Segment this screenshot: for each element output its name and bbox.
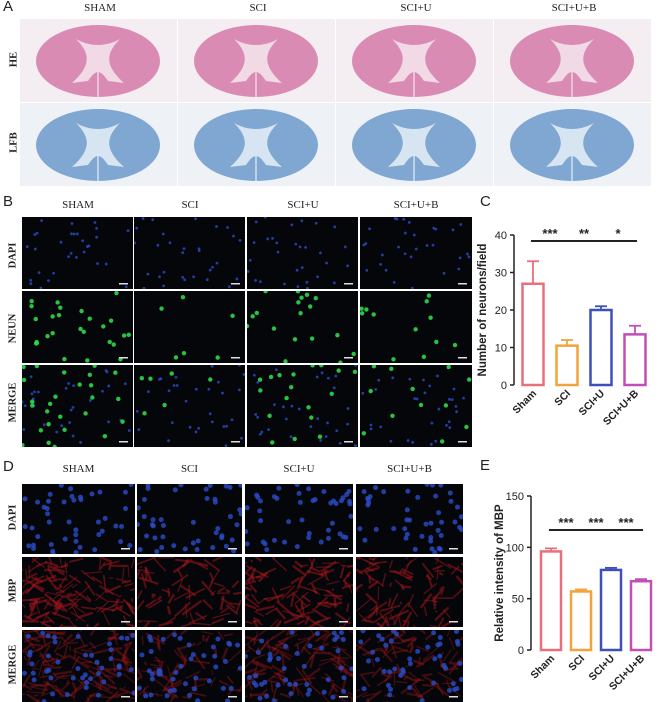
panel-a-col-sciu: SCI+U (400, 2, 432, 14)
mbp-dapi-sciu (245, 484, 353, 554)
neun-neun-sciub (360, 291, 472, 363)
mbp-dapi-sciub (356, 484, 463, 554)
mbp-merge-sciub (356, 630, 463, 702)
significance-label: *** (542, 226, 558, 241)
y-tick-label: 40 (495, 230, 507, 242)
neun-dapi-sciub (360, 217, 472, 289)
panel-b-col-sham: SHAM (62, 199, 94, 211)
bar-3 (623, 333, 647, 387)
panel-d-row-merge: MERGE (7, 644, 19, 685)
significance-label: * (615, 226, 621, 241)
x-tick-label: Sham (510, 388, 539, 417)
neun-neun-sciu (247, 291, 358, 363)
panel-a-col-sciub: SCI+U+B (551, 2, 597, 14)
y-tick-label: 100 (506, 542, 524, 554)
mbp-merge-sci (137, 630, 242, 702)
panel-d-row-dapi: DAPI (7, 504, 19, 531)
bar-2 (599, 568, 623, 652)
x-tick-label: SCI+U (577, 388, 608, 419)
neun-merge-sciu (247, 365, 358, 447)
x-tick-label: SCI+U+B (601, 387, 642, 428)
neun-neun-sham (22, 291, 133, 363)
significance-label: *** (618, 515, 634, 530)
bar-0 (539, 550, 563, 652)
bar-2 (589, 308, 613, 387)
panel-a-letter: A (3, 0, 14, 15)
panel-b-row-neun: NEUN (7, 313, 19, 344)
mbp-mbp-sciub (356, 557, 463, 627)
significance-label: *** (558, 515, 574, 530)
panel-e-letter: E (480, 457, 491, 474)
panel-a-col-sham: SHAM (84, 2, 116, 14)
y-tick-label: 150 (506, 491, 524, 503)
bar-1 (569, 590, 593, 652)
section-lfb-sciu (336, 103, 493, 186)
mbp-mbp-sham (22, 557, 135, 627)
panel-a-col-sci: SCI (249, 2, 267, 14)
y-tick-label: 30 (495, 268, 507, 280)
y-tick-label: 10 (495, 343, 507, 355)
y-axis-label: Number of neurons/field (477, 244, 489, 377)
bar-3 (629, 579, 653, 652)
panel-b-col-sciu: SCI+U (287, 199, 319, 211)
y-axis-label: Relative intensity of MBP (494, 504, 506, 642)
bar-0 (521, 282, 545, 387)
section-he-sham (20, 19, 177, 102)
mbp-mbp-sciu (245, 557, 353, 627)
section-he-sciub (494, 19, 651, 102)
panel-b-col-sciub: SCI+U+B (393, 199, 439, 211)
section-he-sci (178, 19, 335, 102)
neun-merge-sham (22, 365, 133, 447)
panel-c-letter: C (480, 193, 491, 210)
panel-d-col-sciu: SCI+U (283, 463, 315, 475)
section-lfb-sciub (494, 103, 651, 186)
panel-b-row-dapi: DAPI (7, 242, 19, 269)
neun-dapi-sham (22, 217, 133, 289)
panel-a-row-lfb: LFB (8, 132, 20, 153)
y-tick-label: 0 (518, 645, 524, 657)
panel-b-row-merge: MERGE (7, 382, 19, 423)
section-lfb-sci (178, 103, 335, 186)
panel-b-letter: B (3, 193, 14, 210)
panel-d-col-sciub: SCI+U+B (387, 463, 432, 475)
panel-d-row-mbp: MBP (7, 578, 19, 603)
mbp-merge-sham (22, 630, 135, 702)
panel-d-col-sham: SHAM (62, 463, 95, 475)
y-tick-label: 0 (501, 380, 507, 392)
neun-merge-sci (134, 365, 245, 447)
neun-merge-sciub (360, 365, 472, 447)
section-lfb-sham (20, 103, 177, 186)
significance-label: ** (579, 226, 590, 241)
neun-dapi-sciu (247, 217, 358, 289)
mbp-dapi-sham (22, 484, 135, 554)
panel-d-letter: D (3, 458, 14, 475)
x-tick-label: SCI (552, 388, 573, 409)
neun-neun-sci (134, 291, 245, 363)
mbp-merge-sciu (245, 630, 353, 702)
panel-d-col-sci: SCI (180, 463, 199, 475)
panel-a-row-he: HE (8, 51, 20, 68)
x-tick-label: SCI (566, 653, 587, 674)
neun-dapi-sci (134, 217, 245, 289)
bar-1 (555, 344, 579, 387)
section-he-sciu (336, 19, 493, 102)
significance-label: *** (588, 515, 604, 530)
y-tick-label: 50 (512, 594, 524, 606)
mbp-mbp-sci (137, 557, 242, 627)
mbp-dapi-sci (137, 484, 242, 554)
y-tick-label: 20 (495, 305, 507, 317)
x-tick-label: Sham (528, 653, 557, 682)
panel-b-col-sci: SCI (181, 199, 199, 211)
